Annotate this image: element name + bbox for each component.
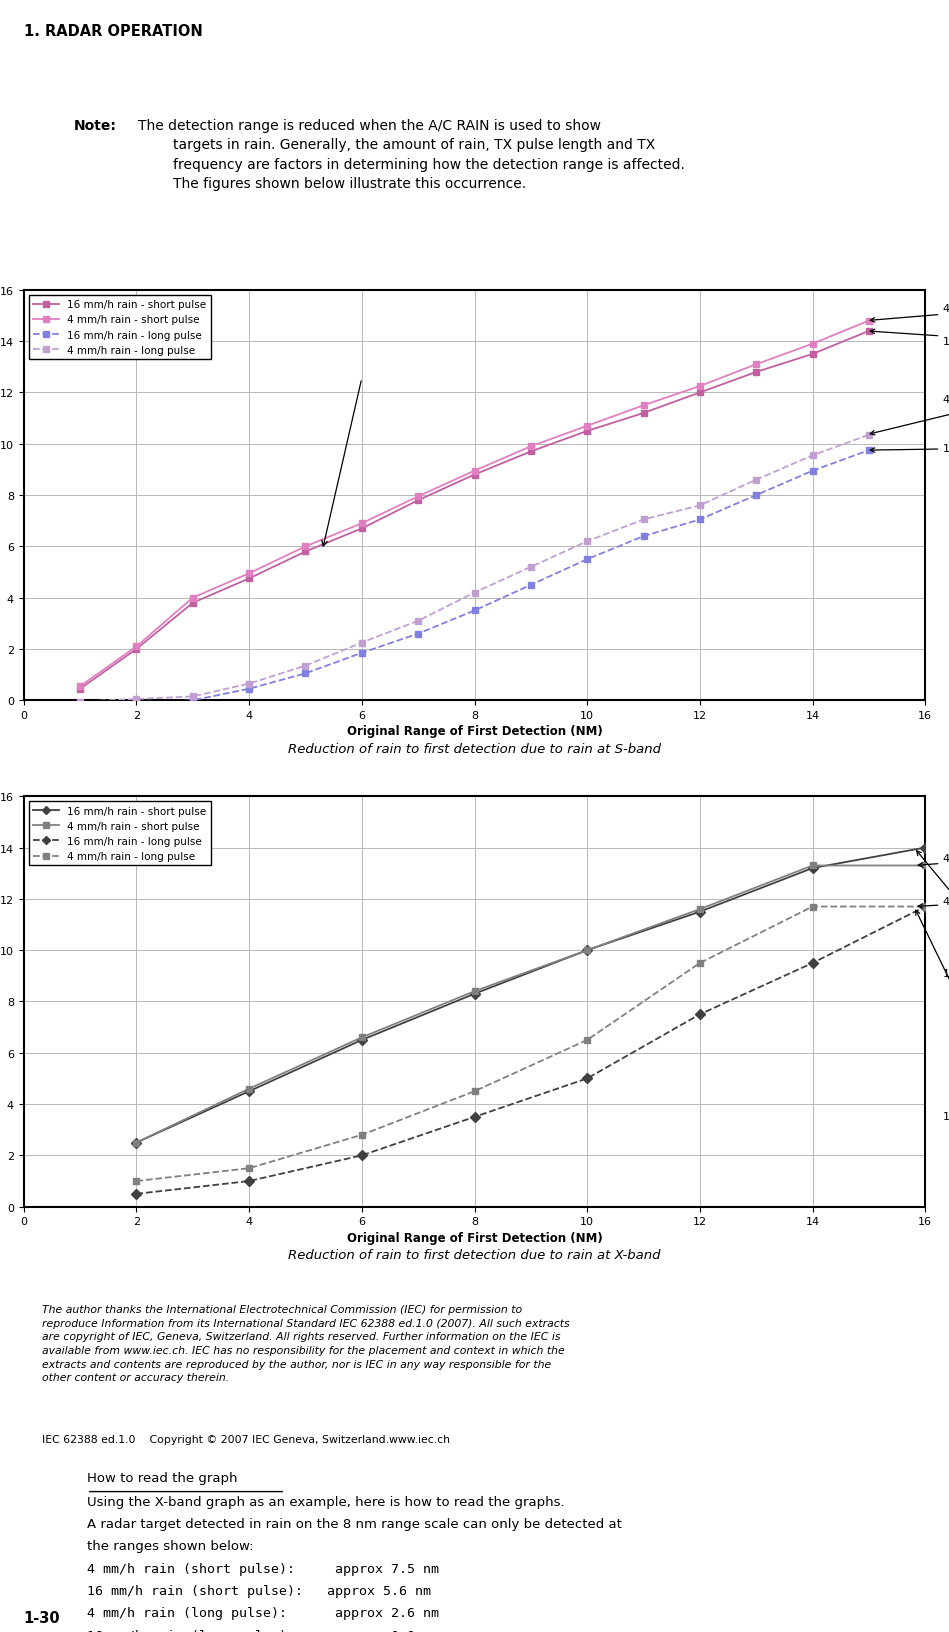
Text: 4 mm/h rain (long pulse): 4 mm/h rain (long pulse) — [919, 896, 949, 909]
Text: Reduction of rain to first detection due to rain at X-band: Reduction of rain to first detection due… — [288, 1248, 661, 1262]
Text: The detection range is reduced when the A/C RAIN is used to show
        targets: The detection range is reduced when the … — [139, 119, 685, 191]
Text: Note:: Note: — [73, 119, 116, 132]
Text: 16 mm/h rain (short pulse): 16 mm/h rain (short pulse) — [870, 330, 949, 348]
Text: IEC 62388 ed.1.0    Copyright © 2007 IEC Geneva, Switzerland.www.iec.ch: IEC 62388 ed.1.0 Copyright © 2007 IEC Ge… — [42, 1435, 450, 1444]
Text: 4 mm/h rain (short pulse): 4 mm/h rain (short pulse) — [870, 395, 949, 436]
Legend: 16 mm/h rain - short pulse, 4 mm/h rain - short pulse, 16 mm/h rain - long pulse: 16 mm/h rain - short pulse, 4 mm/h rain … — [28, 801, 211, 867]
Text: 16 mm/h rain (long pulse):     approx 0.9 nm: 16 mm/h rain (long pulse): approx 0.9 nm — [87, 1629, 438, 1632]
X-axis label: Original Range of First Detection (NM): Original Range of First Detection (NM) — [346, 725, 603, 738]
Legend: 16 mm/h rain - short pulse, 4 mm/h rain - short pulse, 16 mm/h rain - long pulse: 16 mm/h rain - short pulse, 4 mm/h rain … — [28, 295, 211, 359]
Text: 4 mm/h rain (long pulse):      approx 2.6 nm: 4 mm/h rain (long pulse): approx 2.6 nm — [87, 1606, 438, 1619]
Text: Reduction of rain to first detection due to rain at S-band: Reduction of rain to first detection due… — [288, 743, 661, 756]
Text: 16 mm/h rain (short pulse): 16 mm/h rain (short pulse) — [917, 852, 949, 978]
Text: 16 mm/h rain (long pulse): 16 mm/h rain (long pulse) — [916, 911, 949, 1121]
Text: A radar target detected in rain on the 8 nm range scale can only be detected at: A radar target detected in rain on the 8… — [87, 1518, 622, 1531]
Text: the ranges shown below:: the ranges shown below: — [87, 1539, 253, 1552]
Text: 16 mm/h rain (short pulse):   approx 5.6 nm: 16 mm/h rain (short pulse): approx 5.6 n… — [87, 1585, 431, 1598]
Text: 4 mm/h rain (short pulse):     approx 7.5 nm: 4 mm/h rain (short pulse): approx 7.5 nm — [87, 1562, 438, 1575]
Text: The author thanks the International Electrotechnical Commission (IEC) for permis: The author thanks the International Elec… — [42, 1304, 569, 1382]
Text: 4 mm/h rain (short pulse): 4 mm/h rain (short pulse) — [919, 854, 949, 868]
X-axis label: Original Range of First Detection (NM): Original Range of First Detection (NM) — [346, 1231, 603, 1244]
Text: 16 mm/h rain (long pulse): 16 mm/h rain (long pulse) — [870, 444, 949, 454]
Text: 4 mm/h rain (short pulse): 4 mm/h rain (short pulse) — [870, 304, 949, 323]
Text: 1. RADAR OPERATION: 1. RADAR OPERATION — [24, 24, 202, 39]
Text: Using the X-band graph as an example, here is how to read the graphs.: Using the X-band graph as an example, he… — [87, 1495, 565, 1508]
Text: 1-30: 1-30 — [24, 1611, 61, 1625]
Text: How to read the graph: How to read the graph — [87, 1472, 237, 1485]
